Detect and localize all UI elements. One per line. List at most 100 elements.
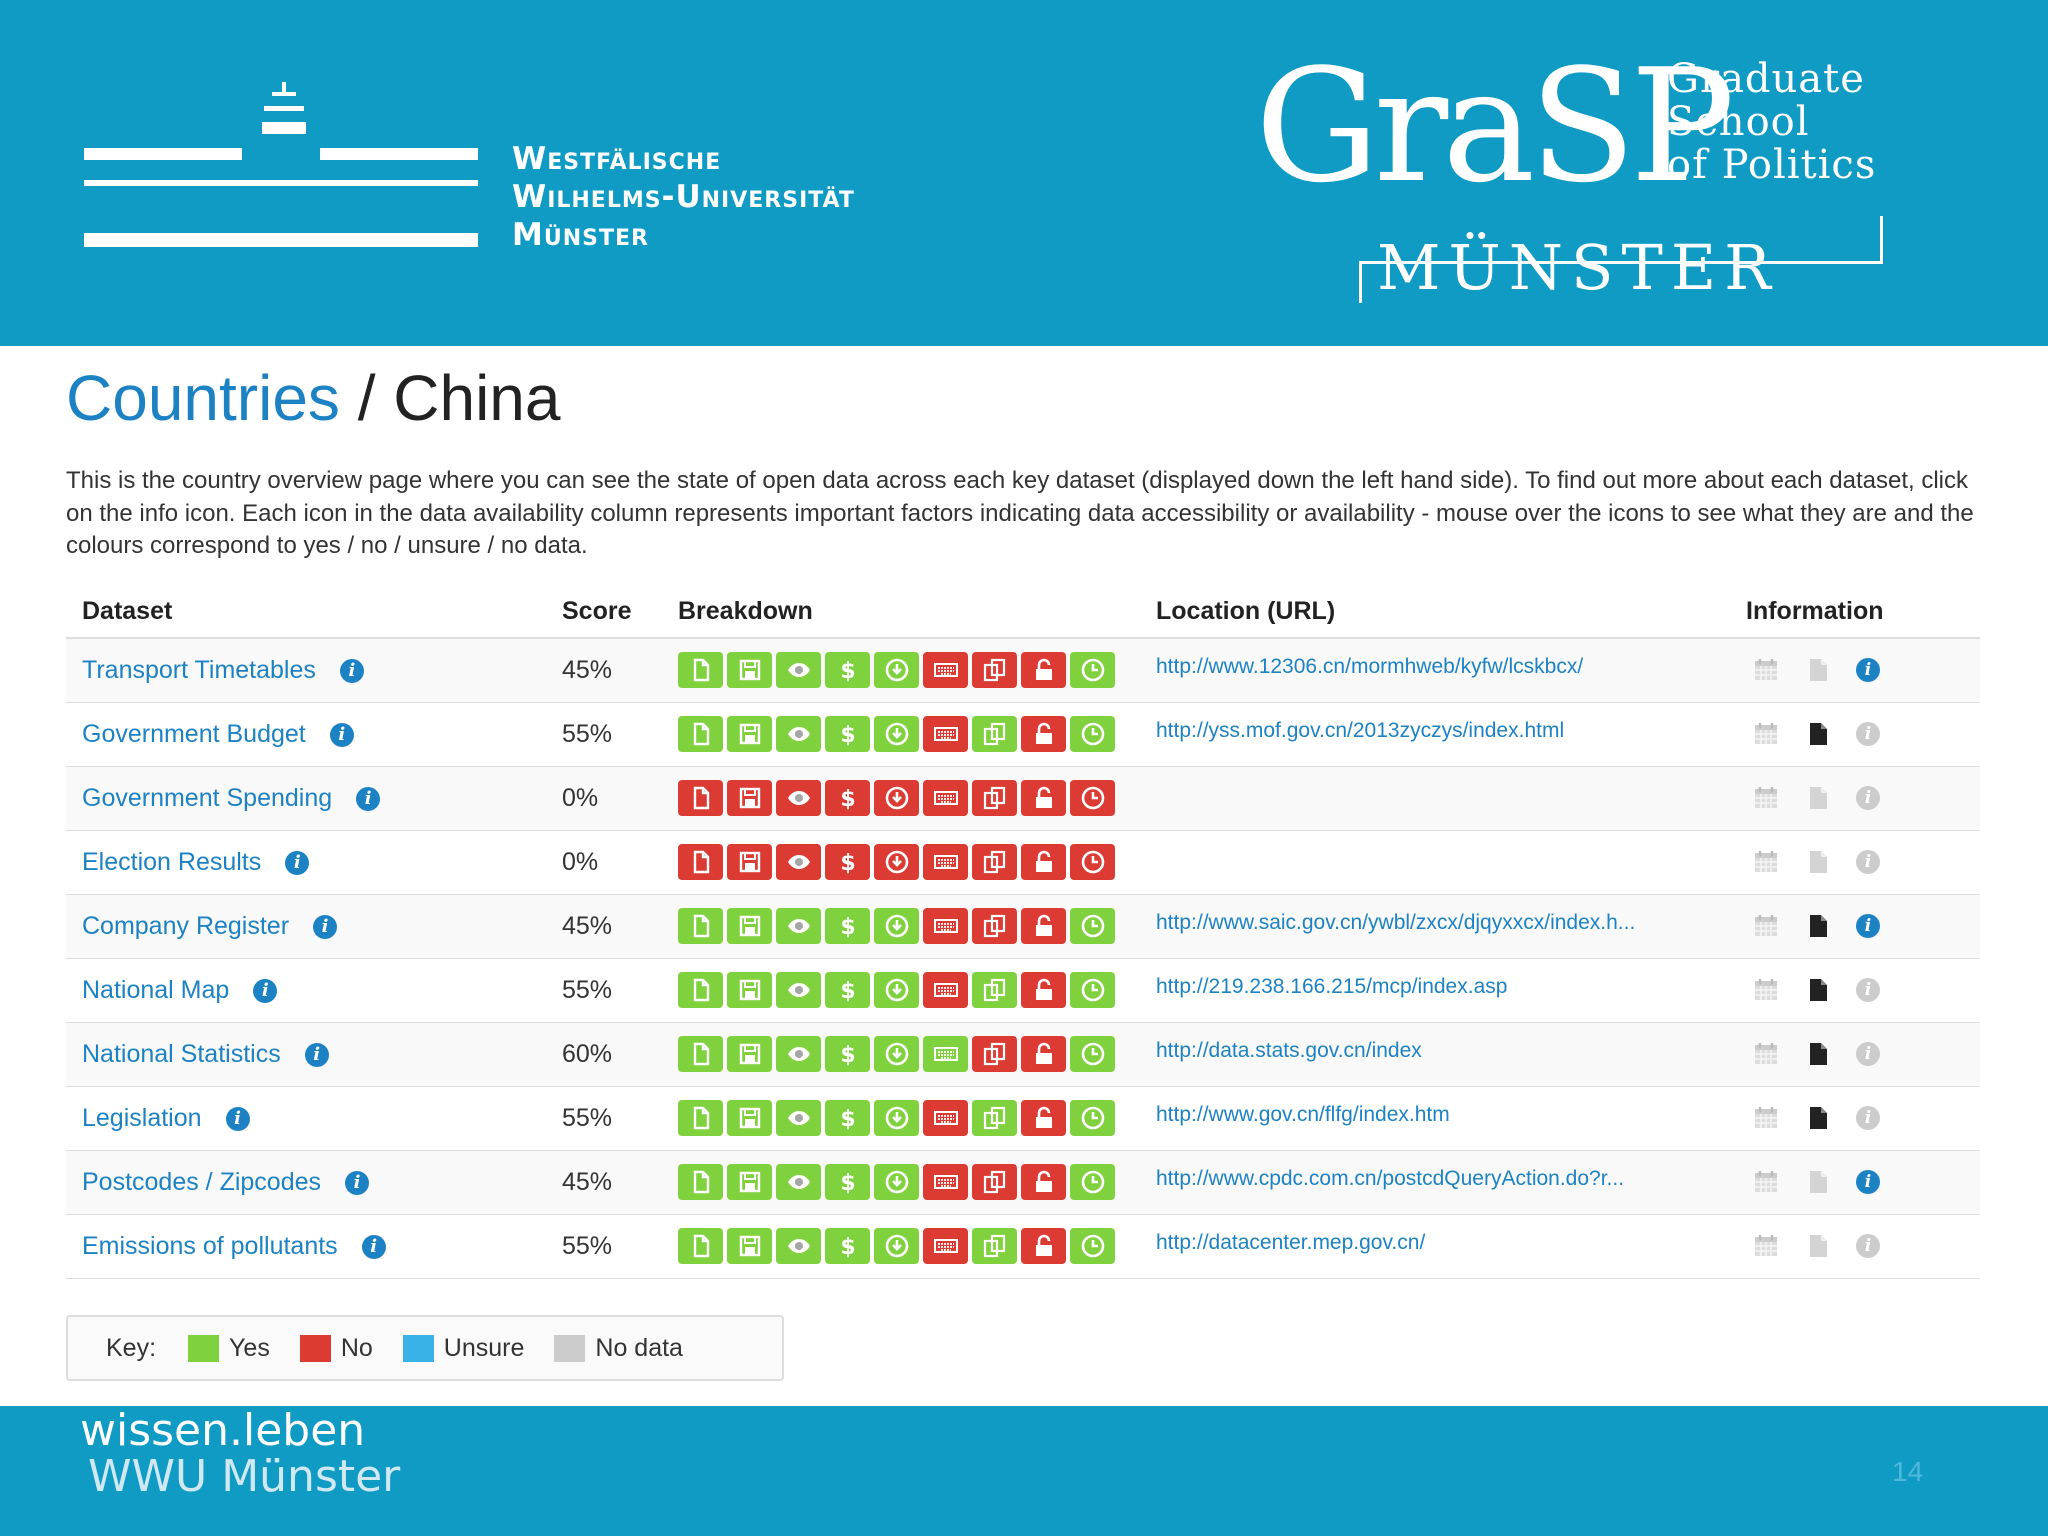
dataset-info-icon[interactable]: i [361, 1234, 386, 1259]
breakdown-save-chip[interactable] [727, 1100, 772, 1136]
breakdown-file-chip[interactable] [678, 972, 723, 1008]
breakdown-file-chip[interactable] [678, 1100, 723, 1136]
breakdown-eye-chip[interactable] [776, 780, 821, 816]
breakdown-download-chip[interactable] [874, 1164, 919, 1200]
breakdown-copy-chip[interactable] [972, 844, 1017, 880]
breakdown-copy-chip[interactable] [972, 908, 1017, 944]
breakdown-download-chip[interactable] [874, 1228, 919, 1264]
breakdown-download-chip[interactable] [874, 1036, 919, 1072]
location-link[interactable]: http://www.saic.gov.cn/ywbl/zxcx/djqyxxc… [1156, 910, 1636, 934]
breakdown-clock-chip[interactable] [1070, 1036, 1115, 1072]
breakdown-clock-chip[interactable] [1070, 716, 1115, 752]
breakdown-save-chip[interactable] [727, 780, 772, 816]
breakdown-save-chip[interactable] [727, 1228, 772, 1264]
breakdown-eye-chip[interactable] [776, 1100, 821, 1136]
breakdown-dollar-chip[interactable]: $ [825, 1228, 870, 1264]
dataset-link[interactable]: Company Register [82, 911, 290, 940]
information-icon[interactable]: i [1856, 1106, 1880, 1130]
breakdown-dollar-chip[interactable]: $ [825, 652, 870, 689]
breakdown-save-chip[interactable] [727, 1036, 772, 1072]
breakdown-download-chip[interactable] [874, 1100, 919, 1136]
information-icon[interactable]: i [1856, 786, 1880, 810]
information-icon[interactable]: i [1856, 1170, 1880, 1194]
breakdown-clock-chip[interactable] [1070, 652, 1115, 689]
breakdown-copy-chip[interactable] [972, 780, 1017, 816]
dataset-info-icon[interactable]: i [345, 1170, 370, 1195]
dataset-info-icon[interactable]: i [313, 914, 338, 939]
breakdown-save-chip[interactable] [727, 716, 772, 752]
breadcrumb-countries[interactable]: Countries [66, 362, 340, 434]
breakdown-file-chip[interactable] [678, 844, 723, 880]
breakdown-unlock-chip[interactable] [1021, 652, 1066, 689]
breakdown-dollar-chip[interactable]: $ [825, 1100, 870, 1136]
breakdown-clock-chip[interactable] [1070, 1164, 1115, 1200]
breakdown-eye-chip[interactable] [776, 1036, 821, 1072]
breakdown-file-chip[interactable] [678, 1228, 723, 1264]
breakdown-copy-chip[interactable] [972, 1100, 1017, 1136]
breakdown-unlock-chip[interactable] [1021, 1036, 1066, 1072]
document-icon[interactable] [1804, 784, 1832, 812]
breakdown-file-chip[interactable] [678, 652, 723, 689]
document-icon[interactable] [1804, 656, 1832, 684]
breakdown-file-chip[interactable] [678, 1036, 723, 1072]
breakdown-eye-chip[interactable] [776, 972, 821, 1008]
breakdown-dollar-chip[interactable]: $ [825, 972, 870, 1008]
breakdown-eye-chip[interactable] [776, 844, 821, 880]
breakdown-unlock-chip[interactable] [1021, 908, 1066, 944]
breakdown-dollar-chip[interactable]: $ [825, 716, 870, 752]
breakdown-eye-chip[interactable] [776, 908, 821, 944]
information-icon[interactable]: i [1856, 658, 1880, 683]
dataset-info-icon[interactable]: i [285, 850, 310, 875]
information-icon[interactable]: i [1856, 1042, 1880, 1066]
breakdown-keyboard-chip[interactable] [923, 716, 968, 752]
information-icon[interactable]: i [1856, 978, 1880, 1002]
dataset-link[interactable]: National Map [82, 975, 230, 1004]
breakdown-dollar-chip[interactable]: $ [825, 1036, 870, 1072]
information-icon[interactable]: i [1856, 914, 1880, 938]
breakdown-download-chip[interactable] [874, 652, 919, 689]
breakdown-save-chip[interactable] [727, 844, 772, 880]
breakdown-clock-chip[interactable] [1070, 780, 1115, 816]
dataset-info-icon[interactable]: i [253, 978, 278, 1003]
dataset-info-icon[interactable]: i [225, 1106, 250, 1131]
breakdown-file-chip[interactable] [678, 780, 723, 816]
location-link[interactable]: http://data.stats.gov.cn/index [1156, 1038, 1422, 1062]
breakdown-copy-chip[interactable] [972, 1036, 1017, 1072]
breakdown-copy-chip[interactable] [972, 1164, 1017, 1200]
breakdown-download-chip[interactable] [874, 844, 919, 880]
breakdown-eye-chip[interactable] [776, 716, 821, 752]
breakdown-keyboard-chip[interactable] [923, 1164, 968, 1200]
breakdown-save-chip[interactable] [727, 972, 772, 1008]
breakdown-unlock-chip[interactable] [1021, 844, 1066, 880]
breakdown-copy-chip[interactable] [972, 652, 1017, 689]
breakdown-clock-chip[interactable] [1070, 972, 1115, 1008]
breakdown-eye-chip[interactable] [776, 1164, 821, 1200]
information-icon[interactable]: i [1856, 722, 1880, 746]
breakdown-keyboard-chip[interactable] [923, 972, 968, 1008]
breakdown-keyboard-chip[interactable] [923, 908, 968, 944]
document-icon[interactable] [1804, 1040, 1832, 1068]
breakdown-keyboard-chip[interactable] [923, 1036, 968, 1072]
breakdown-keyboard-chip[interactable] [923, 844, 968, 880]
breakdown-keyboard-chip[interactable] [923, 652, 968, 689]
document-icon[interactable] [1804, 912, 1832, 940]
breakdown-keyboard-chip[interactable] [923, 780, 968, 816]
breakdown-clock-chip[interactable] [1070, 908, 1115, 944]
breakdown-unlock-chip[interactable] [1021, 780, 1066, 816]
breakdown-copy-chip[interactable] [972, 1228, 1017, 1264]
breakdown-file-chip[interactable] [678, 908, 723, 944]
dataset-info-icon[interactable]: i [304, 1042, 329, 1067]
dataset-link[interactable]: Postcodes / Zipcodes [82, 1167, 322, 1196]
breakdown-download-chip[interactable] [874, 716, 919, 752]
dataset-link[interactable]: Emissions of pollutants [82, 1231, 338, 1260]
breakdown-clock-chip[interactable] [1070, 1228, 1115, 1264]
document-icon[interactable] [1804, 1168, 1832, 1196]
dataset-info-icon[interactable]: i [329, 722, 354, 747]
breakdown-copy-chip[interactable] [972, 716, 1017, 752]
breakdown-download-chip[interactable] [874, 908, 919, 944]
location-link[interactable]: http://www.gov.cn/flfg/index.htm [1156, 1102, 1450, 1126]
dataset-link[interactable]: Transport Timetables [82, 655, 316, 684]
document-icon[interactable] [1804, 720, 1832, 748]
breakdown-download-chip[interactable] [874, 972, 919, 1008]
breakdown-clock-chip[interactable] [1070, 1100, 1115, 1136]
